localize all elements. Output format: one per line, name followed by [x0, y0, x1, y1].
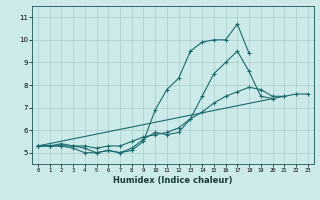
X-axis label: Humidex (Indice chaleur): Humidex (Indice chaleur) — [113, 176, 233, 185]
